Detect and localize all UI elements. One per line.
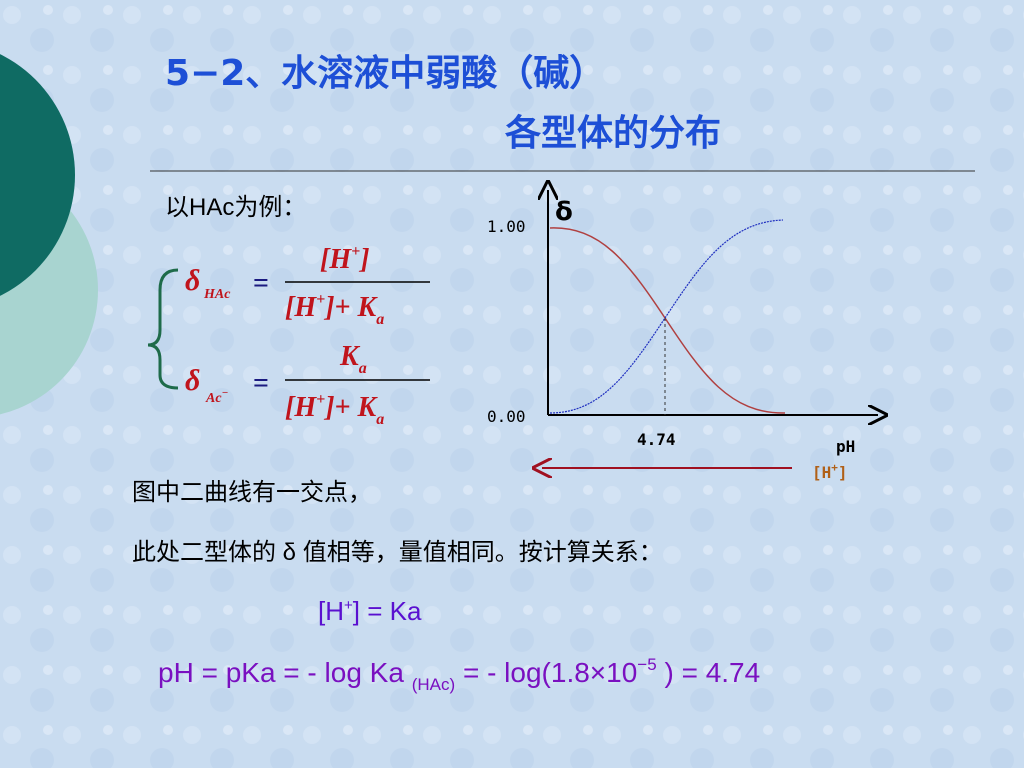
numerator: [H: [320, 244, 352, 275]
paragraph: 此处二型体的 δ 值相等，量值相同。按计算关系：: [132, 539, 663, 566]
numerator: [H+]: [320, 243, 370, 275]
paragraph: 图中二曲线有一交点，: [132, 479, 372, 506]
equation: [H+] = Ka: [318, 596, 422, 626]
numerator: K: [339, 341, 361, 372]
denominator-mid: ]+ K: [323, 392, 378, 423]
sub: a: [376, 311, 384, 328]
sub: a: [376, 411, 384, 428]
subscript: Ac−: [205, 387, 228, 406]
arrow-label: [H: [812, 463, 831, 482]
sub: (HAc): [412, 675, 455, 694]
equation: pH = pKa = - log Ka (HAc) = - log(1.8×10…: [158, 655, 760, 694]
equation-end: ) = 4.74: [657, 657, 761, 688]
denominator-mid: ]+ K: [323, 292, 378, 323]
equation: pH = pKa = - log Ka: [158, 657, 412, 688]
title: 各型体的分布: [505, 113, 721, 154]
arrow-label-end: ]: [838, 463, 848, 482]
sub: a: [359, 360, 367, 377]
numerator: Ka: [339, 341, 367, 377]
equation-end: ] = Ka: [353, 596, 422, 626]
sup: +: [316, 291, 325, 308]
tick-label: 0.00: [487, 407, 526, 426]
x-label: pH: [836, 437, 855, 456]
equation-mid: = - log(1.8×10: [455, 657, 637, 688]
subscript: Ac: [205, 391, 222, 406]
x-mark: 4.74: [637, 430, 676, 449]
denominator: [H+]+ Ka: [285, 391, 384, 428]
subscript: HAc: [203, 287, 231, 302]
symbol: δ: [185, 364, 200, 397]
figure: δ 1.00 0.00 4.74 pH [H+]: [487, 190, 878, 482]
sup: +: [344, 597, 353, 614]
intro: 以HAc为例：: [165, 194, 306, 221]
sup: −5: [637, 655, 656, 674]
equation: [H: [318, 596, 344, 626]
title: 5−2、水溶液中弱酸（碱）: [165, 53, 605, 94]
y-label: δ: [555, 197, 573, 227]
formula: δ HAc = [H+] [H+]+ Ka: [185, 243, 430, 328]
numerator-end: ]: [358, 244, 369, 275]
equals: =: [253, 268, 269, 299]
sup: +: [316, 391, 325, 408]
denominator: [H: [285, 292, 317, 323]
denominator: [H+]+ Ka: [285, 291, 384, 328]
sup: −: [222, 387, 229, 399]
symbol: δ: [185, 264, 200, 297]
sup: +: [831, 461, 838, 474]
tick-label: 1.00: [487, 217, 526, 236]
brace: [147, 268, 179, 390]
formula: δ Ac− = Ka [H+]+ Ka: [185, 341, 430, 428]
decor-circle: [0, 54, 75, 296]
sup: +: [351, 243, 360, 260]
arrow-label: [H+]: [812, 461, 848, 482]
equals: =: [253, 368, 269, 399]
denominator: [H: [285, 392, 317, 423]
